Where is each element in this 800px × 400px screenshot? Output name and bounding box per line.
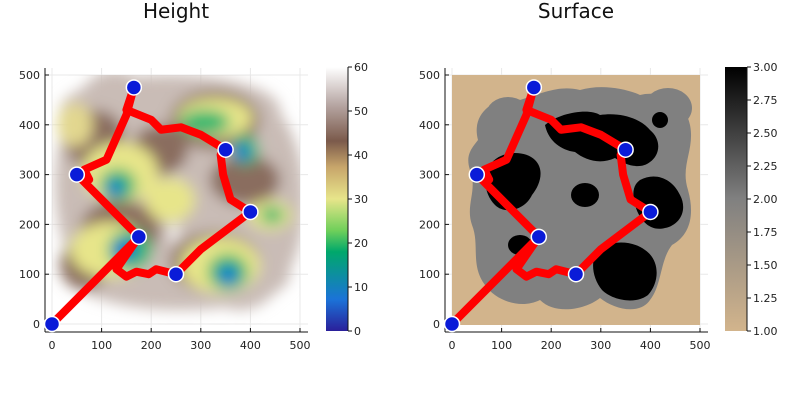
- surface-black-islet-a: [571, 183, 599, 207]
- surface-route: [448, 83, 655, 328]
- surface-colorbar-tick-label: 1.25: [753, 292, 778, 305]
- terrain-green-f: [260, 207, 284, 223]
- height-x-tick-label: 200: [141, 339, 162, 352]
- surface-colorbar-tick-label: 1.75: [753, 226, 778, 239]
- height-markers: [43, 79, 259, 333]
- height-waypoint-marker: [167, 265, 185, 283]
- surface-y-tick-label: 400: [419, 119, 440, 132]
- surface-y-tick-label: 300: [419, 169, 440, 182]
- surface-colorbar-bar: [725, 67, 747, 331]
- surface-colorbar-tick-label: 2.00: [753, 193, 778, 206]
- surface-panel: Surface 0 100 200 300 400 500 0 100 200 300 400 500: [419, 0, 778, 352]
- surface-colorbar-tick-label: 3.00: [753, 61, 778, 74]
- height-route-line: [48, 83, 255, 328]
- height-title: Height: [143, 0, 209, 23]
- surface-colorbar: 1.00 1.25 1.50 1.75 2.00 2.25 2.50 2.75 3.00: [725, 61, 778, 338]
- surface-waypoint-marker: [617, 141, 634, 158]
- surface-colorbar-tick-label: 2.50: [753, 127, 778, 140]
- height-route: [48, 83, 255, 328]
- surface-black-islet-c: [652, 112, 668, 128]
- height-y-tick-label: 500: [19, 69, 40, 82]
- surface-colorbar-tick-label: 2.25: [753, 160, 778, 173]
- height-x-tick-label: 500: [290, 339, 311, 352]
- surface-markers: [443, 79, 659, 333]
- height-colorbar-bar: [326, 67, 348, 331]
- height-colorbar-tick-label: 50: [354, 105, 368, 118]
- height-y-tick-label: 200: [19, 218, 40, 231]
- height-y-tick-label: 400: [19, 119, 40, 132]
- surface-x-tick-label: 500: [690, 339, 711, 352]
- height-colorbar-tick-label: 40: [354, 149, 368, 162]
- height-x-tick-label: 300: [190, 339, 211, 352]
- terrain-yellow-d: [145, 178, 195, 222]
- height-x-tick-label: 100: [91, 339, 112, 352]
- surface-y-tick-label: 100: [419, 268, 440, 281]
- height-y-tick-label: 100: [19, 268, 40, 281]
- surface-waypoint-marker: [642, 203, 659, 221]
- height-colorbar: 0 10 20 30 40 50 60: [326, 61, 368, 338]
- surface-colorbar-tick-label: 1.00: [753, 325, 778, 338]
- terrain-blue-d: [107, 180, 123, 196]
- surface-x-tick-label: 100: [491, 339, 512, 352]
- height-waypoint-marker: [217, 141, 234, 158]
- height-waypoint-marker: [125, 79, 143, 96]
- terrain-yellow-a: [57, 103, 93, 147]
- height-panel: Height: [19, 0, 368, 352]
- height-waypoint-marker: [68, 166, 86, 183]
- surface-waypoint-marker: [468, 166, 486, 183]
- surface-gray-island-b: [644, 88, 692, 128]
- surface-waypoint-marker: [567, 265, 585, 283]
- height-colorbar-tick-label: 10: [354, 281, 368, 294]
- height-waypoint-marker: [43, 315, 61, 333]
- surface-title: Surface: [538, 0, 614, 23]
- height-x-tick-label: 400: [240, 339, 261, 352]
- surface-x-tick-label: 0: [449, 339, 456, 352]
- surface-waypoint-marker: [443, 315, 461, 333]
- terrain-blue-c: [234, 144, 250, 160]
- surface-colorbar-tick-label: 2.75: [753, 94, 778, 107]
- height-colorbar-tick-label: 60: [354, 61, 368, 74]
- height-colorbar-tick-label: 30: [354, 193, 368, 206]
- height-waypoint-marker: [242, 203, 259, 221]
- height-waypoint-marker: [130, 228, 148, 246]
- height-colorbar-tick-label: 20: [354, 237, 368, 250]
- surface-axes: 0 100 200 300 400 500 0 100 200 300 400 500: [419, 68, 711, 352]
- height-y-tick-label: 0: [33, 318, 40, 331]
- surface-route-line: [448, 83, 655, 328]
- surface-black-south: [593, 242, 657, 301]
- height-y-tick-label: 300: [19, 169, 40, 182]
- surface-y-tick-label: 0: [433, 318, 440, 331]
- surface-waypoint-marker: [525, 79, 543, 96]
- height-x-tick-label: 0: [49, 339, 56, 352]
- surface-x-tick-label: 300: [590, 339, 611, 352]
- surface-x-tick-label: 400: [640, 339, 661, 352]
- surface-colorbar-tick-label: 1.50: [753, 259, 778, 272]
- terrain-blue-b: [218, 266, 238, 284]
- surface-y-tick-label: 500: [419, 69, 440, 82]
- height-colorbar-tick-label: 0: [354, 325, 361, 338]
- surface-waypoint-marker: [530, 228, 548, 246]
- height-axes: 0 100 200 300 400 500 0 100 200 300 400 500: [19, 68, 311, 352]
- surface-x-tick-label: 200: [541, 339, 562, 352]
- surface-y-tick-label: 200: [419, 218, 440, 231]
